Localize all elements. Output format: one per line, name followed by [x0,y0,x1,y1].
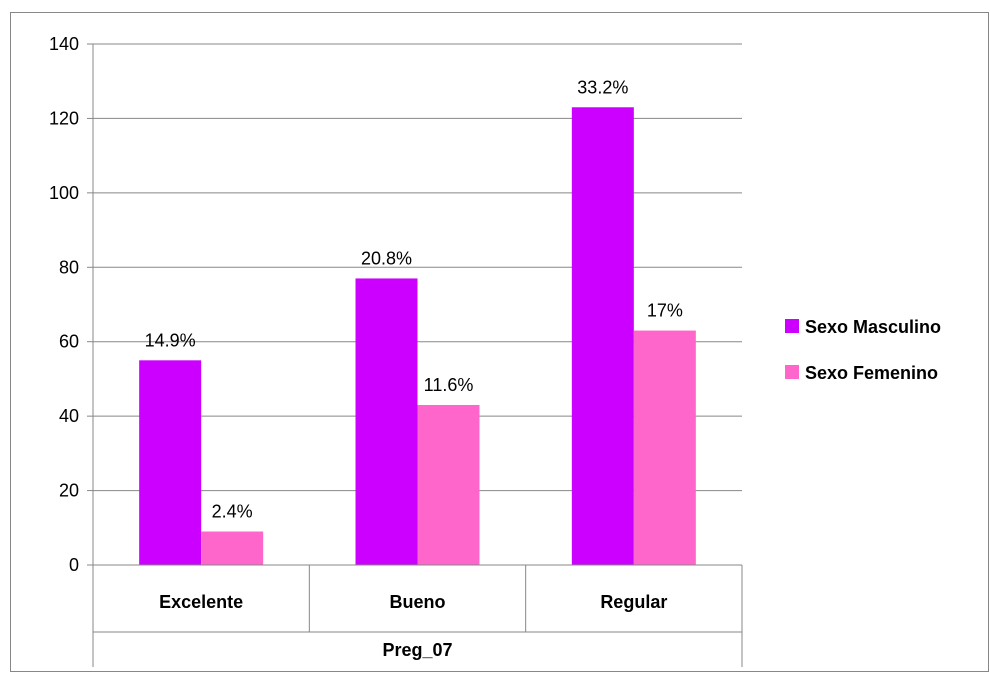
bar-0-1 [355,278,418,565]
x-category-label: Excelente [159,592,243,612]
legend-label: Sexo Femenino [805,363,938,383]
data-label: 11.6% [424,375,474,395]
data-label: 17% [647,301,683,321]
legend-label: Sexo Masculino [805,317,941,337]
bar-1-0 [201,531,264,565]
x-axis-title: Preg_07 [382,640,452,660]
data-label: 2.4% [212,502,253,522]
y-tick-label: 100 [49,183,79,203]
x-category-label: Regular [600,592,667,612]
data-label: 33.2% [577,77,628,97]
y-tick-label: 80 [59,257,79,277]
bar-1-1 [417,404,480,565]
bar-1-2 [633,330,696,565]
y-tick-label: 60 [59,332,79,352]
data-label: 14.9% [145,330,196,350]
bar-0-0 [139,360,202,565]
y-tick-label: 20 [59,481,79,501]
data-label: 20.8% [361,248,412,268]
legend-swatch [785,319,799,333]
y-tick-label: 120 [49,108,79,128]
y-tick-label: 0 [69,555,79,575]
y-tick-label: 140 [49,34,79,54]
legend-swatch [785,365,799,379]
x-category-label: Bueno [390,592,446,612]
y-tick-label: 40 [59,406,79,426]
bar-0-2 [571,107,634,565]
